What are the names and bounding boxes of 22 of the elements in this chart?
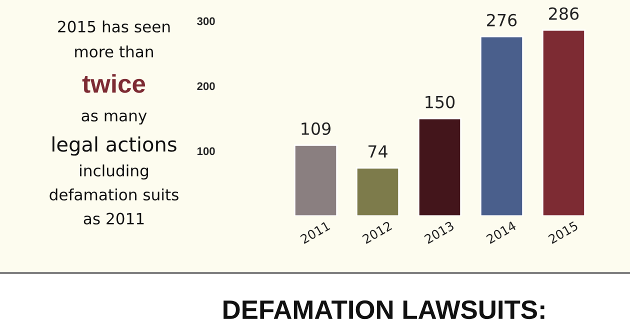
text: defamation suits <box>50 188 178 201</box>
bar <box>418 118 462 216</box>
data-label: 276 <box>487 14 517 26</box>
text: DEFAMATION LAWSUITS: <box>224 300 544 320</box>
bar <box>480 36 524 216</box>
bar <box>294 144 338 216</box>
text: as 2011 <box>84 212 144 225</box>
bar <box>356 167 400 216</box>
data-label: 286 <box>549 7 579 20</box>
text: legal actions <box>52 136 176 156</box>
text: twice <box>82 74 146 93</box>
y-tick-label: 100 <box>197 147 215 156</box>
data-label: 109 <box>302 122 330 135</box>
data-label: 74 <box>368 145 388 158</box>
y-tick-label: 200 <box>197 82 215 90</box>
text: more than <box>75 45 153 58</box>
bar <box>542 29 586 216</box>
y-tick-label: 300 <box>197 17 215 26</box>
text: including <box>80 164 148 180</box>
text: as many <box>82 112 147 125</box>
data-label: 150 <box>426 96 455 108</box>
text: 2015 has seen <box>58 20 170 33</box>
